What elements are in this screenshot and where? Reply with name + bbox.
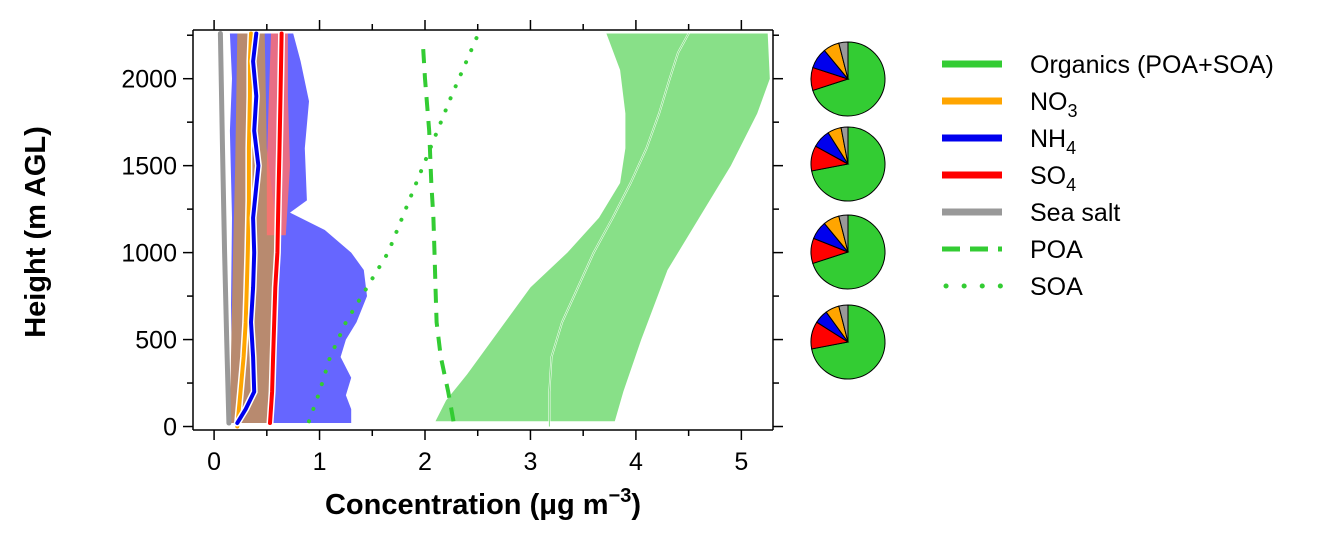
x-tick-label: 4	[629, 448, 643, 476]
y-tick-label: 1000	[121, 240, 177, 268]
legend-label-subscript: 4	[1066, 175, 1076, 195]
y-tick-label: 500	[135, 327, 177, 355]
x-axis-title-exponent: −3	[609, 485, 632, 507]
pie-slice-ss	[840, 126, 849, 165]
uncertainty-bands	[229, 33, 770, 423]
legend-label: NH4	[1030, 125, 1076, 158]
x-axis-title-unit: μg m	[539, 489, 608, 521]
ss-profile-line	[217, 31, 232, 426]
x-tick-label: 2	[418, 448, 432, 476]
x-tick-label: 0	[207, 448, 221, 476]
legend-label-subscript: 3	[1068, 101, 1078, 121]
y-tick-label: 0	[163, 414, 177, 442]
no3-profile-line	[235, 31, 253, 429]
y-tick-label: 1500	[121, 153, 177, 181]
legend-label-base: SO	[1030, 162, 1066, 190]
legend-item-no3: NO3	[942, 88, 1078, 121]
nh4-profile-line	[235, 31, 261, 425]
org-band-range	[435, 33, 770, 422]
axis-ticks: 0 1 2 3 4 5 0 500 1000 1500 2000	[121, 20, 783, 476]
legend-label: SOA	[1030, 273, 1083, 301]
x-axis-title-suffix: )	[631, 489, 641, 521]
legend-item-soa: SOA	[943, 273, 1083, 301]
so4-profile-line	[268, 31, 284, 425]
x-tick-label: 5	[734, 448, 748, 476]
pie-3	[810, 214, 886, 290]
legend-label: Sea salt	[1030, 199, 1120, 227]
soa-profile-line	[307, 33, 480, 424]
pie-4	[810, 304, 886, 380]
plot-axes	[192, 29, 774, 431]
poa-profile-line	[420, 43, 456, 422]
legend-item-poa: POA	[942, 236, 1083, 264]
pie-1	[810, 41, 886, 117]
legend-label-base: SOA	[1030, 273, 1083, 301]
org-profile-core	[548, 33, 690, 427]
y-tick-label: 2000	[121, 66, 177, 94]
legend-item-org: Organics (POA+SOA)	[942, 51, 1274, 79]
legend-label: SO4	[1030, 162, 1076, 195]
pie-2	[810, 126, 886, 202]
legend-label: NO3	[1030, 88, 1078, 121]
legend-label-base: Organics (POA+SOA)	[1030, 51, 1274, 79]
pie-slice-ss	[838, 304, 849, 343]
x-tick-label: 1	[313, 448, 327, 476]
legend-label-base: Sea salt	[1030, 199, 1120, 227]
legend-label-base: POA	[1030, 236, 1083, 264]
pie-slice-ss	[838, 41, 849, 80]
x-axis-title: Concentration (μg m−3)	[325, 485, 641, 521]
legend-label-base: NO	[1030, 88, 1068, 116]
legend-item-so4: SO4	[942, 162, 1076, 195]
pie-slice-ss	[838, 214, 849, 253]
legend-item-ss: Sea salt	[942, 199, 1120, 227]
legend-label: Organics (POA+SOA)	[1030, 51, 1274, 79]
legend-label: POA	[1030, 236, 1083, 264]
legend-label-subscript: 4	[1066, 138, 1076, 158]
y-axis-title: Height (m AGL)	[20, 126, 52, 338]
legend-label-base: NH	[1030, 125, 1066, 153]
composition-pies	[810, 41, 886, 380]
x-axis-title-prefix: Concentration (	[325, 489, 540, 521]
profile-lines	[217, 30, 690, 430]
legend-item-nh4: NH4	[942, 125, 1076, 158]
x-tick-label: 3	[524, 448, 538, 476]
